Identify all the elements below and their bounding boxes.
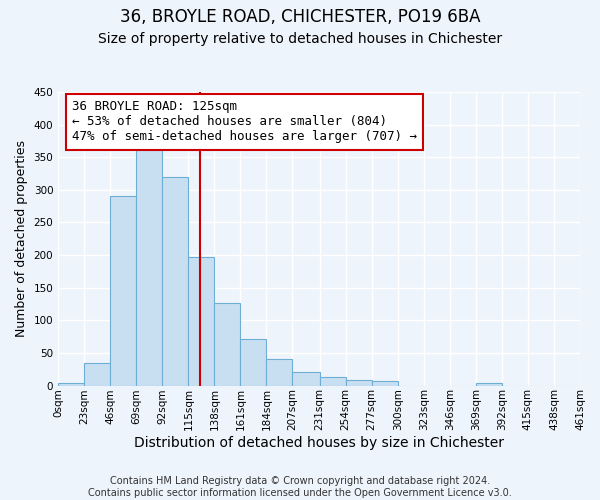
Bar xyxy=(58,383,84,386)
X-axis label: Distribution of detached houses by size in Chichester: Distribution of detached houses by size … xyxy=(134,436,504,450)
Text: 36, BROYLE ROAD, CHICHESTER, PO19 6BA: 36, BROYLE ROAD, CHICHESTER, PO19 6BA xyxy=(120,8,480,26)
Bar xyxy=(136,148,163,386)
Text: Contains HM Land Registry data © Crown copyright and database right 2024.
Contai: Contains HM Land Registry data © Crown c… xyxy=(88,476,512,498)
Text: 36 BROYLE ROAD: 125sqm
← 53% of detached houses are smaller (804)
47% of semi-de: 36 BROYLE ROAD: 125sqm ← 53% of detached… xyxy=(72,100,417,144)
Bar xyxy=(241,339,266,386)
Y-axis label: Number of detached properties: Number of detached properties xyxy=(15,140,28,338)
Bar xyxy=(292,372,320,386)
Bar xyxy=(476,383,502,386)
Bar xyxy=(346,380,372,386)
Bar xyxy=(110,196,136,386)
Bar xyxy=(372,381,398,386)
Bar xyxy=(163,177,188,386)
Bar xyxy=(188,257,214,386)
Bar xyxy=(214,302,241,386)
Text: Size of property relative to detached houses in Chichester: Size of property relative to detached ho… xyxy=(98,32,502,46)
Bar xyxy=(266,360,292,386)
Bar xyxy=(84,362,110,386)
Bar xyxy=(320,377,346,386)
